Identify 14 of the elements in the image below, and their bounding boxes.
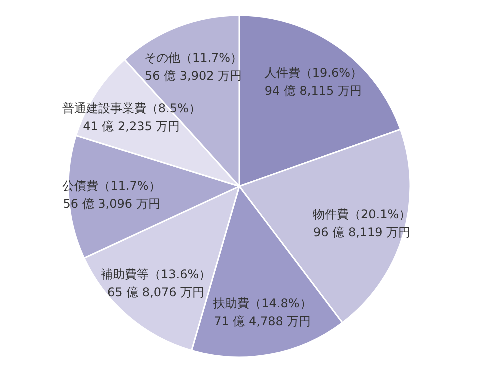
text: 56 億 3,096 万円 — [63, 196, 160, 211]
text: 71 億 4,788 万円 — [214, 314, 312, 328]
slice-label: 物件費（20.1%） — [313, 207, 412, 222]
slice-label: 普通建設事業費（8.5%） — [62, 102, 201, 116]
text: 41 億 2,235 万円 — [83, 120, 180, 134]
slice-label: 公債費（11.7%） — [62, 178, 161, 193]
text: 96 億 8,119 万円 — [314, 225, 411, 240]
slice-label: 人件費（19.6%） — [264, 66, 362, 80]
slice-label: 補助費等（13.6%） — [101, 268, 212, 282]
text: 65 億 8,076 万円 — [108, 286, 205, 300]
text: 94 億 8,115 万円 — [264, 84, 362, 98]
slice-label: その他（11.7%） — [144, 51, 243, 66]
slice-label: 扶助費（14.8%） — [212, 296, 312, 310]
text: 56 億 3,902 万円 — [144, 69, 242, 84]
